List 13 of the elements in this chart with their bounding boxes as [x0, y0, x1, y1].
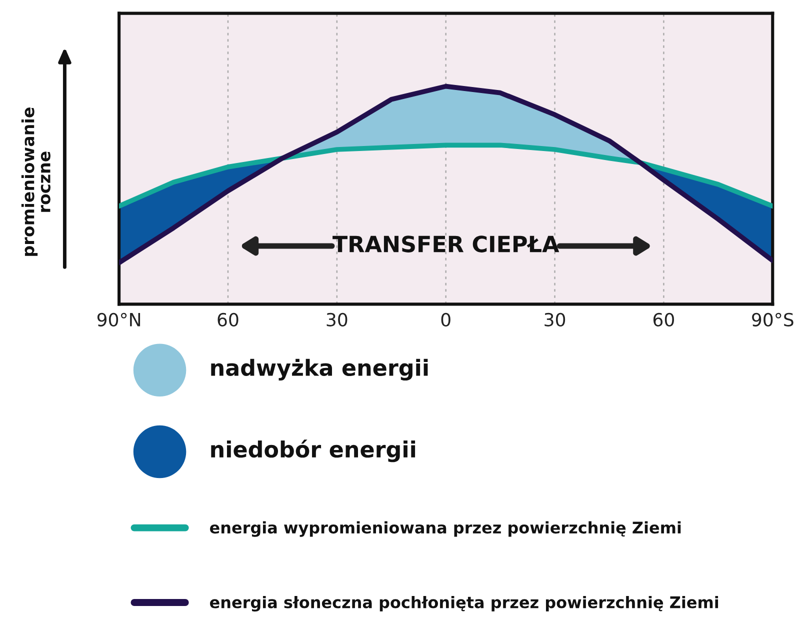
x-tick-label: 30 — [544, 312, 566, 326]
legend-label: nadwyżka energii — [211, 358, 428, 380]
x-tick-label: 90°N — [97, 312, 140, 326]
x-tick-label: 60 — [653, 312, 674, 326]
x-tick-label: 30 — [326, 312, 348, 326]
x-tick-label: 60 — [218, 312, 238, 326]
y-axis-title: promieniowanie roczne — [21, 108, 50, 256]
annotation: TRANSFER CIEPŁA — [332, 236, 560, 252]
legend-label: energia wypromieniowana przez powierzchnię Ziemi — [210, 521, 681, 537]
legend-label: energia słoneczna pochłonięta przez powierzchnię Ziemi — [210, 596, 718, 612]
x-tick-label: 0 — [441, 312, 450, 326]
x-tick-label: 90°S — [752, 312, 794, 326]
legend-label: niedobór energii — [211, 440, 416, 462]
